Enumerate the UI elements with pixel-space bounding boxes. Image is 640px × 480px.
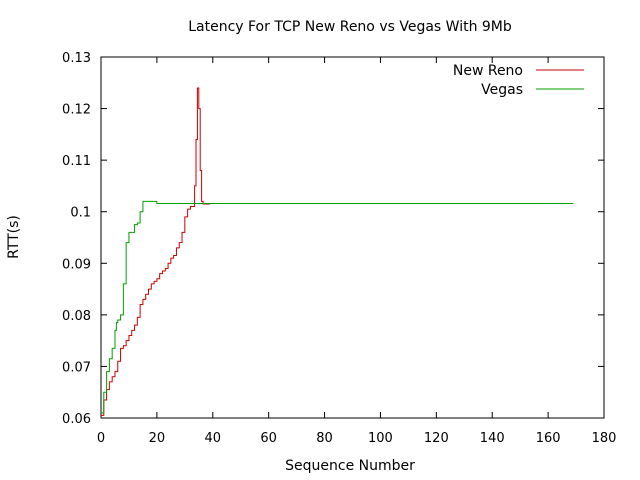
x-tick-label: 0 [97,431,105,446]
x-tick-label: 180 [592,431,617,446]
x-tick-label: 40 [205,431,222,446]
legend-label: Vegas [481,82,523,98]
y-tick-label: 0.09 [62,257,91,272]
plot-frame [100,56,605,419]
x-tick-label: 140 [480,431,505,446]
y-tick-label: 0.1 [70,206,91,221]
legend-label: New Reno [453,63,523,79]
series-line-new-reno [101,87,210,416]
x-axis-label: Sequence Number [285,458,415,474]
y-axis-label: RTT(s) [6,215,22,259]
y-tick-label: 0.06 [62,412,91,427]
y-tick-label: 0.13 [62,51,91,66]
x-tick-label: 120 [424,431,449,446]
x-tick-label: 100 [368,431,393,446]
x-tick-label: 60 [260,431,277,446]
y-tick-label: 0.11 [62,154,91,169]
y-tick-label: 0.08 [62,309,91,324]
y-tick-label: 0.12 [62,103,91,118]
x-tick-label: 20 [149,431,166,446]
series-line-vegas [101,200,574,414]
y-tick-label: 0.07 [62,360,91,375]
x-tick-label: 160 [536,431,561,446]
plot-area: 0 20 40 60 80 100 120 140 160 180 0.06 0.07 0.08 0.09… [62,51,616,446]
x-tick-label: 80 [316,431,333,446]
chart-title: Latency For TCP New Reno vs Vegas With 9… [188,19,512,35]
